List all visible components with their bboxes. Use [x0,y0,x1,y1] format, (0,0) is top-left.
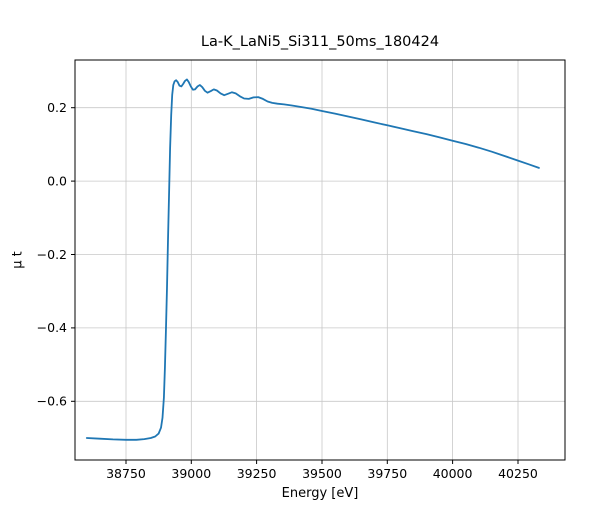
y-tick-label: −0.4 [37,320,67,335]
x-tick-label: 39500 [302,466,342,481]
x-axis-label: Energy [eV] [281,486,359,501]
x-tick-label: 39750 [367,466,407,481]
y-tick-label: −0.2 [37,247,67,262]
y-tick-label: 0.0 [47,173,67,188]
y-tick-label: −0.6 [37,394,67,409]
x-tick-label: 39250 [237,466,277,481]
x-tick-label: 39000 [171,466,211,481]
y-tick-label: 0.2 [47,100,67,115]
x-tick-label: 40000 [433,466,473,481]
axes-frame [74,59,566,461]
x-tick-label: 40250 [498,466,538,481]
data-line [85,78,540,441]
x-tick-label: 38750 [106,466,146,481]
y-axis-label: μ t [10,251,26,269]
chart-title: La-K_LaNi5_Si311_50ms_180424 [200,34,440,50]
